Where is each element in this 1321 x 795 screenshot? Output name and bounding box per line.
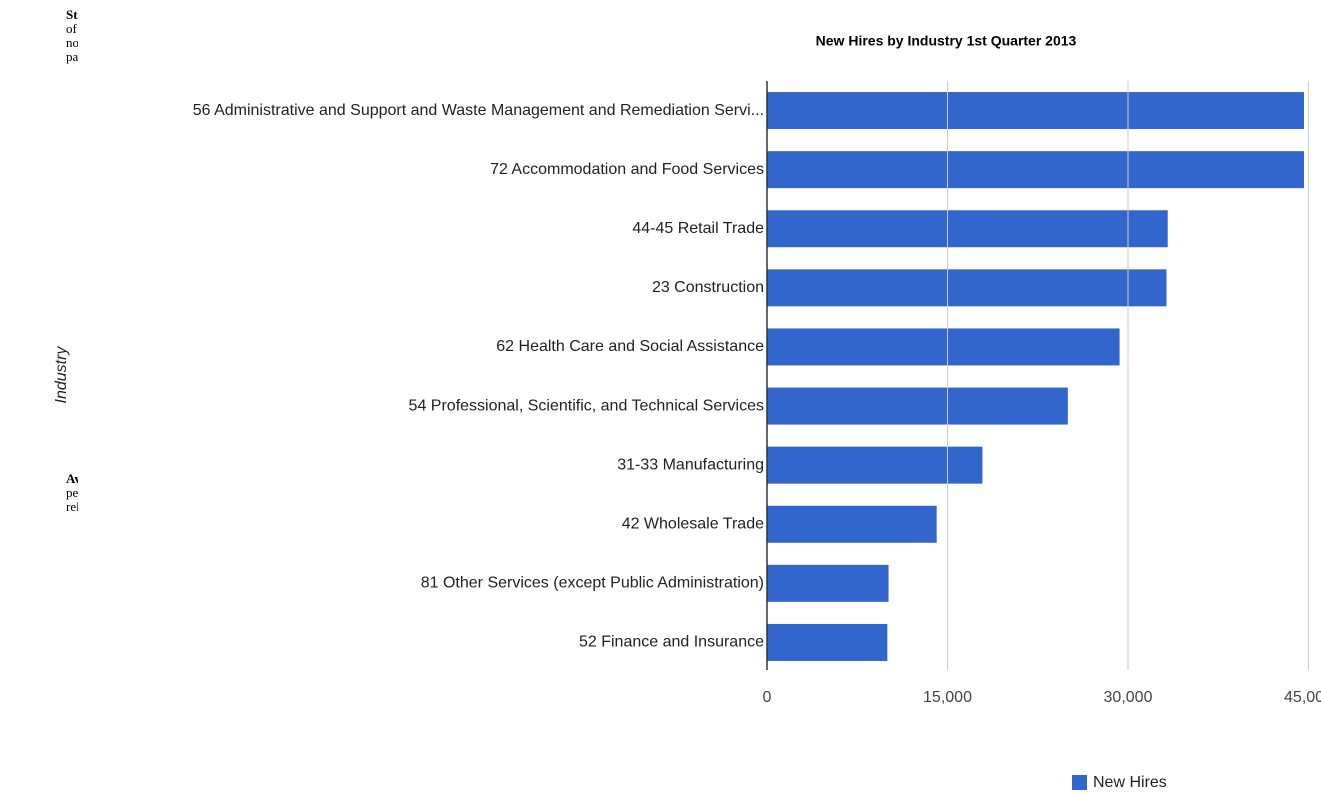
bar (767, 387, 1068, 425)
fragment: Aver (66, 471, 78, 486)
legend-swatch (1072, 775, 1087, 790)
bar (767, 505, 937, 543)
bar (767, 151, 1304, 189)
y-tick-label: 31-33 Manufacturing (617, 456, 764, 473)
y-tick-label: 23 Construction (652, 279, 764, 296)
fragment: not d (66, 35, 78, 50)
plot-area (767, 92, 1304, 661)
fragment: relati (66, 499, 78, 514)
y-axis-title: Industry (53, 346, 70, 404)
y-tick-label: 81 Other Services (except Public Adminis… (421, 575, 764, 592)
y-tick-label: 62 Health Care and Social Assistance (496, 338, 764, 355)
bar (767, 623, 888, 661)
y-tick-label: 44-45 Retail Trade (632, 220, 764, 237)
x-tick-label: 45,000 (1284, 689, 1321, 706)
fragment: parti (66, 49, 78, 64)
fragment: of th (66, 21, 78, 36)
x-tick-label: 15,000 (923, 689, 972, 706)
chart-title: New Hires by Industry 1st Quarter 2013 (816, 33, 1077, 49)
fragment: Stab (66, 8, 78, 22)
bar (767, 564, 889, 602)
bar (767, 210, 1168, 248)
bar (767, 269, 1167, 307)
y-tick-label: 54 Professional, Scientific, and Technic… (409, 397, 764, 414)
x-tick-label: 30,000 (1104, 689, 1153, 706)
y-tick-label: 42 Wholesale Trade (622, 515, 764, 532)
bar (767, 446, 983, 484)
y-tick-label: 52 Finance and Insurance (579, 634, 764, 651)
x-tick-label: 0 (763, 689, 772, 706)
legend-label: New Hires (1093, 774, 1167, 791)
background-text: Stabof thnot dparti Averpercerelati (66, 8, 78, 514)
fragment: perce (66, 485, 78, 500)
y-tick-label: 72 Accommodation and Food Services (490, 161, 764, 178)
y-tick-label: 56 Administrative and Support and Waste … (193, 102, 764, 119)
bar (767, 328, 1120, 366)
bar (767, 92, 1304, 130)
